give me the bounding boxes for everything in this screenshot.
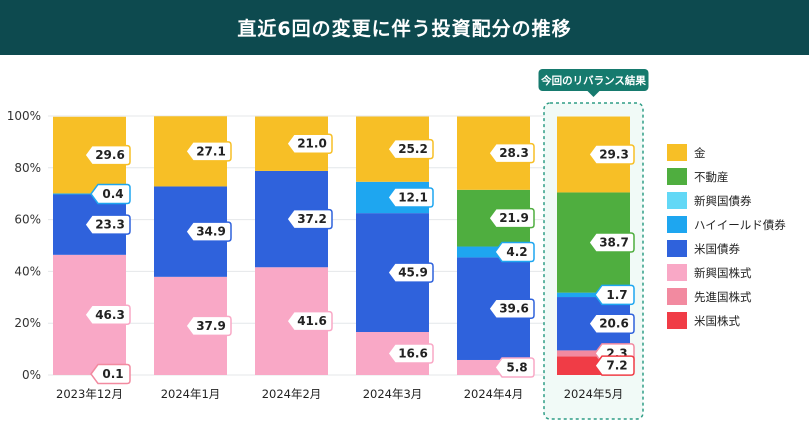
data-label-tag [387, 343, 434, 364]
bar-segment [53, 193, 126, 195]
data-label-tag [588, 313, 635, 334]
y-tick-label: 40% [14, 264, 41, 278]
bar-segment [557, 350, 630, 357]
data-label-tag [286, 208, 333, 230]
data-label: 38.7 [599, 236, 629, 250]
data-label-tag [286, 310, 333, 332]
data-label: 5.8 [506, 360, 527, 374]
data-label: 37.2 [297, 212, 327, 226]
data-label: 25.2 [398, 142, 428, 156]
data-label: 4.2 [506, 245, 527, 259]
data-label-tag [84, 304, 131, 326]
data-label: 23.3 [95, 218, 125, 232]
data-label: 29.3 [599, 147, 629, 161]
x-tick-label: 2024年3月 [363, 387, 423, 401]
data-label-tag [488, 298, 535, 319]
legend-label: 先進国株式 [694, 290, 752, 304]
axis-layer: 0% 20% 40% 60% 80% 100% 2023年12月 2024年1月 2024年2月… [7, 109, 624, 401]
x-tick-label: 2024年4月 [464, 387, 524, 401]
data-label: 45.9 [398, 266, 428, 280]
data-label-tag [488, 207, 535, 229]
data-label: 37.9 [196, 319, 226, 333]
legend-label: 不動産 [694, 170, 729, 184]
data-label: 27.1 [196, 144, 226, 158]
legend-swatch [667, 264, 687, 281]
data-label-tag [90, 363, 131, 385]
x-tick-label: 2024年2月 [262, 387, 322, 401]
x-tick-label: 2024年5月 [564, 387, 624, 401]
legend-swatch [667, 216, 687, 233]
data-label: 1.7 [606, 288, 627, 302]
highlight-label: 今回のリバランス結果 [540, 74, 646, 87]
data-label-tag [488, 142, 535, 164]
legend-swatch [667, 288, 687, 305]
data-label-tag [286, 133, 333, 154]
legend-label: 米国株式 [694, 314, 740, 328]
data-label-tag [594, 355, 635, 376]
data-label: 34.9 [196, 225, 226, 239]
bar-segment [457, 246, 530, 258]
data-label-tag [387, 262, 434, 283]
data-label: 20.6 [599, 317, 629, 331]
data-label-tag [84, 144, 131, 166]
legend-label: 米国債券 [694, 242, 740, 256]
x-tick-label: 2023年12月 [56, 387, 123, 401]
data-label: 0.4 [102, 187, 123, 201]
data-label-tag [387, 187, 434, 208]
data-label: 0.1 [102, 367, 123, 381]
data-label-tag [185, 315, 232, 337]
data-label: 39.6 [499, 302, 529, 316]
data-label-tag [185, 221, 232, 242]
legend-swatch [667, 312, 687, 329]
grid-layer [48, 115, 640, 376]
data-label-tag [494, 357, 535, 378]
y-tick-label: 80% [14, 161, 41, 175]
legend-label: 新興国株式 [694, 266, 752, 280]
data-label-tag [494, 241, 535, 263]
data-label-tag [387, 138, 434, 160]
highlight-callout [538, 69, 649, 91]
legend-label: 新興国債券 [694, 194, 752, 208]
y-tick-label: 100% [7, 109, 41, 123]
data-labels-layer: 29.6 0.4 23.3 46.3 0.1 27.1 34.9 37.9 21.0 37.2 41… [84, 133, 635, 385]
data-label: 12.1 [398, 190, 428, 204]
highlight-callout-pointer [587, 91, 600, 97]
legend-swatch [667, 144, 687, 161]
y-tick-label: 20% [14, 316, 41, 330]
data-label: 41.6 [297, 314, 327, 328]
y-tick-label: 60% [14, 213, 41, 227]
data-label: 28.3 [499, 146, 529, 160]
legend-swatch [667, 192, 687, 209]
data-label-tag [588, 144, 635, 165]
data-label: 21.0 [297, 137, 327, 151]
legend-swatch [667, 168, 687, 185]
data-label: 7.2 [606, 359, 627, 373]
data-label-tag [90, 183, 131, 205]
legend-label: 金 [694, 146, 706, 160]
data-label: 29.6 [95, 148, 125, 162]
legend-swatch [667, 240, 687, 257]
data-label: 46.3 [95, 308, 125, 322]
bar-segment [557, 292, 630, 298]
data-label: 16.6 [398, 347, 428, 361]
x-tick-label: 2024年1月 [161, 387, 221, 401]
data-label-tag [185, 141, 232, 162]
data-label-tag [84, 214, 131, 235]
data-label-tag [594, 284, 635, 306]
y-tick-label: 0% [22, 368, 41, 382]
data-label: 21.9 [499, 211, 529, 225]
legend-label: ハイイールド債券 [694, 218, 786, 232]
chart-title: 直近6回の変更に伴う投資配分の推移 [0, 0, 809, 55]
data-label-tag [588, 232, 635, 253]
